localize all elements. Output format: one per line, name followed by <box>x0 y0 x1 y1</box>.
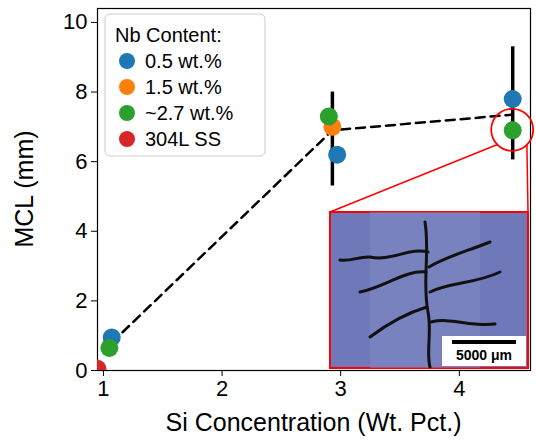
svg-text:1: 1 <box>97 376 109 401</box>
svg-text:1.5 wt.%: 1.5 wt.% <box>145 76 222 98</box>
svg-text:0: 0 <box>75 358 87 383</box>
svg-text:4: 4 <box>453 376 465 401</box>
svg-text:~2.7 wt.%: ~2.7 wt.% <box>145 102 234 124</box>
svg-text:8: 8 <box>75 79 87 104</box>
svg-text:Nb Content:: Nb Content: <box>115 24 222 46</box>
svg-text:5000 μm: 5000 μm <box>456 347 512 363</box>
svg-text:304L SS: 304L SS <box>145 128 221 150</box>
svg-text:10: 10 <box>63 9 87 34</box>
svg-text:MCL (mm): MCL (mm) <box>10 130 38 247</box>
svg-text:4: 4 <box>75 218 87 243</box>
svg-text:0.5 wt.%: 0.5 wt.% <box>145 50 222 72</box>
svg-text:2: 2 <box>75 288 87 313</box>
svg-text:2: 2 <box>216 376 228 401</box>
svg-text:Si Concentration (Wt. Pct.): Si Concentration (Wt. Pct.) <box>166 408 462 436</box>
svg-text:3: 3 <box>335 376 347 401</box>
svg-text:6: 6 <box>75 149 87 174</box>
